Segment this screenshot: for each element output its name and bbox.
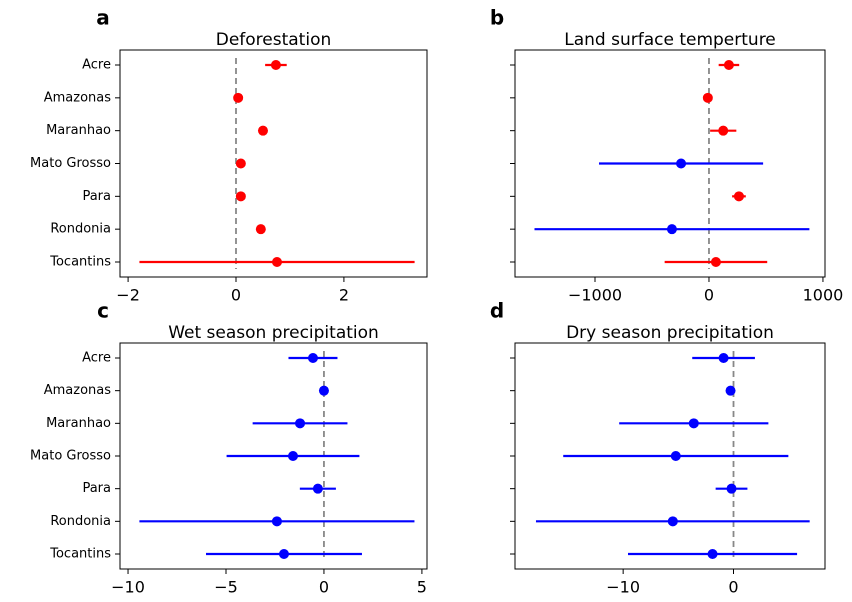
point	[707, 549, 718, 559]
panel-label: d	[490, 299, 504, 323]
y-tick-label: Para	[82, 189, 111, 204]
point	[235, 158, 246, 169]
y-tick-label: Mato Grosso	[30, 449, 111, 464]
point	[702, 92, 713, 103]
point	[278, 549, 289, 559]
x-tick-label: −1000	[568, 286, 622, 305]
y-tick-label: Maranhao	[46, 416, 111, 431]
point	[235, 191, 246, 202]
point	[667, 516, 678, 527]
point	[733, 191, 744, 202]
point	[688, 418, 699, 429]
y-tick-label: Rondonia	[50, 514, 111, 529]
x-tick-label: −10	[111, 578, 145, 597]
y-tick-label: Acre	[82, 351, 111, 366]
y-tick-label: Rondonia	[50, 222, 111, 237]
axes-frame	[514, 49, 826, 278]
point	[255, 224, 266, 235]
point	[233, 92, 244, 103]
point	[295, 418, 306, 429]
x-tick-label: 5	[417, 578, 427, 597]
panel-title: Deforestation	[216, 30, 332, 50]
point	[723, 60, 734, 70]
y-tick-label: Tocantins	[49, 255, 111, 270]
x-tick-label: −2	[116, 286, 140, 305]
panel-title: Wet season precipitation	[168, 323, 379, 343]
point	[726, 483, 737, 494]
point	[257, 125, 268, 136]
y-tick-label: Mato Grosso	[30, 156, 111, 171]
x-tick-label: 0	[728, 578, 738, 597]
panel-label: a	[96, 6, 110, 30]
point	[718, 353, 729, 363]
x-tick-label: 0	[231, 286, 241, 305]
point	[718, 125, 729, 136]
point	[670, 451, 681, 461]
x-tick-label: −5	[214, 578, 238, 597]
point	[287, 451, 298, 461]
point	[307, 353, 318, 363]
y-tick-label: Acre	[82, 58, 111, 73]
point	[318, 385, 329, 396]
point	[312, 483, 323, 494]
axes-frame	[514, 342, 826, 570]
y-tick-label: Tocantins	[49, 547, 111, 562]
x-tick-label: 0	[319, 578, 329, 597]
panel-title: Dry season precipitation	[566, 323, 774, 343]
axes-frame	[119, 342, 428, 570]
axes-frame	[119, 49, 428, 278]
y-tick-label: Amazonas	[44, 90, 112, 105]
y-tick-label: Maranhao	[46, 123, 111, 138]
point	[725, 385, 736, 396]
y-tick-label: Para	[82, 481, 111, 496]
point	[666, 224, 677, 235]
x-tick-label: 1000	[803, 286, 844, 305]
y-tick-label: Amazonas	[44, 383, 112, 398]
panel-label: b	[490, 6, 504, 30]
x-tick-label: 0	[704, 286, 714, 305]
point	[272, 257, 283, 267]
panel-label: c	[97, 299, 109, 323]
point	[270, 60, 281, 70]
panel-title: Land surface temperture	[564, 30, 776, 50]
point	[271, 516, 282, 527]
x-tick-label: −10	[606, 578, 640, 597]
x-tick-label: 2	[339, 286, 349, 305]
point	[710, 257, 721, 267]
point	[676, 158, 687, 169]
